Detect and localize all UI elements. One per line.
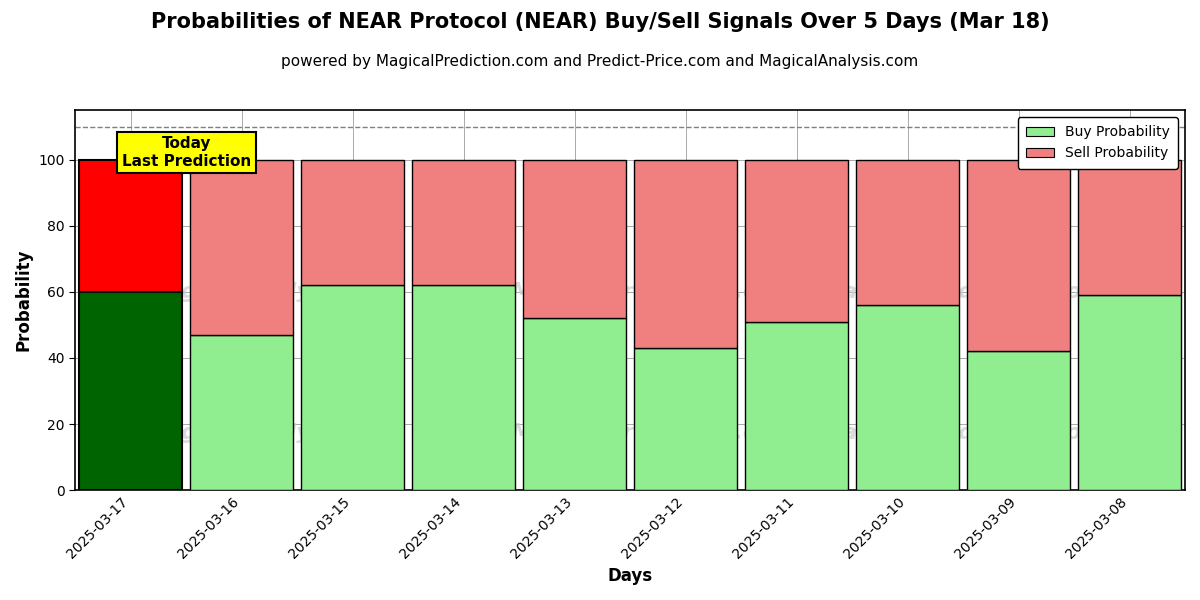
Bar <box>967 160 1070 351</box>
Bar <box>301 160 404 285</box>
Bar <box>190 335 293 490</box>
Bar <box>412 285 515 490</box>
Bar <box>1078 160 1181 295</box>
Text: MagicalAnalysis.com: MagicalAnalysis.com <box>144 283 406 302</box>
Text: MagicalAnalysis.com: MagicalAnalysis.com <box>144 423 406 443</box>
Bar <box>856 160 959 305</box>
Bar <box>1078 295 1181 490</box>
Bar <box>634 160 737 348</box>
Bar <box>634 348 737 490</box>
Text: powered by MagicalPrediction.com and Predict-Price.com and MagicalAnalysis.com: powered by MagicalPrediction.com and Pre… <box>281 54 919 69</box>
Bar <box>190 160 293 335</box>
Text: MagicalPrediction.com: MagicalPrediction.com <box>510 423 794 443</box>
Bar <box>412 160 515 285</box>
Bar <box>523 318 626 490</box>
Text: MagicalPrediction.com: MagicalPrediction.com <box>821 283 1105 302</box>
Bar <box>745 322 848 490</box>
Bar <box>79 292 182 490</box>
Bar <box>745 160 848 322</box>
Text: Probabilities of NEAR Protocol (NEAR) Buy/Sell Signals Over 5 Days (Mar 18): Probabilities of NEAR Protocol (NEAR) Bu… <box>151 12 1049 32</box>
Text: MagicalPrediction.com: MagicalPrediction.com <box>510 283 794 302</box>
Bar <box>301 285 404 490</box>
Legend: Buy Probability, Sell Probability: Buy Probability, Sell Probability <box>1018 117 1178 169</box>
Y-axis label: Probability: Probability <box>14 249 32 352</box>
Text: MagicalPrediction.com: MagicalPrediction.com <box>821 423 1105 443</box>
Bar <box>79 160 182 292</box>
Text: Today
Last Prediction: Today Last Prediction <box>121 136 251 169</box>
X-axis label: Days: Days <box>607 567 653 585</box>
Bar <box>856 305 959 490</box>
Bar <box>967 351 1070 490</box>
Bar <box>523 160 626 318</box>
